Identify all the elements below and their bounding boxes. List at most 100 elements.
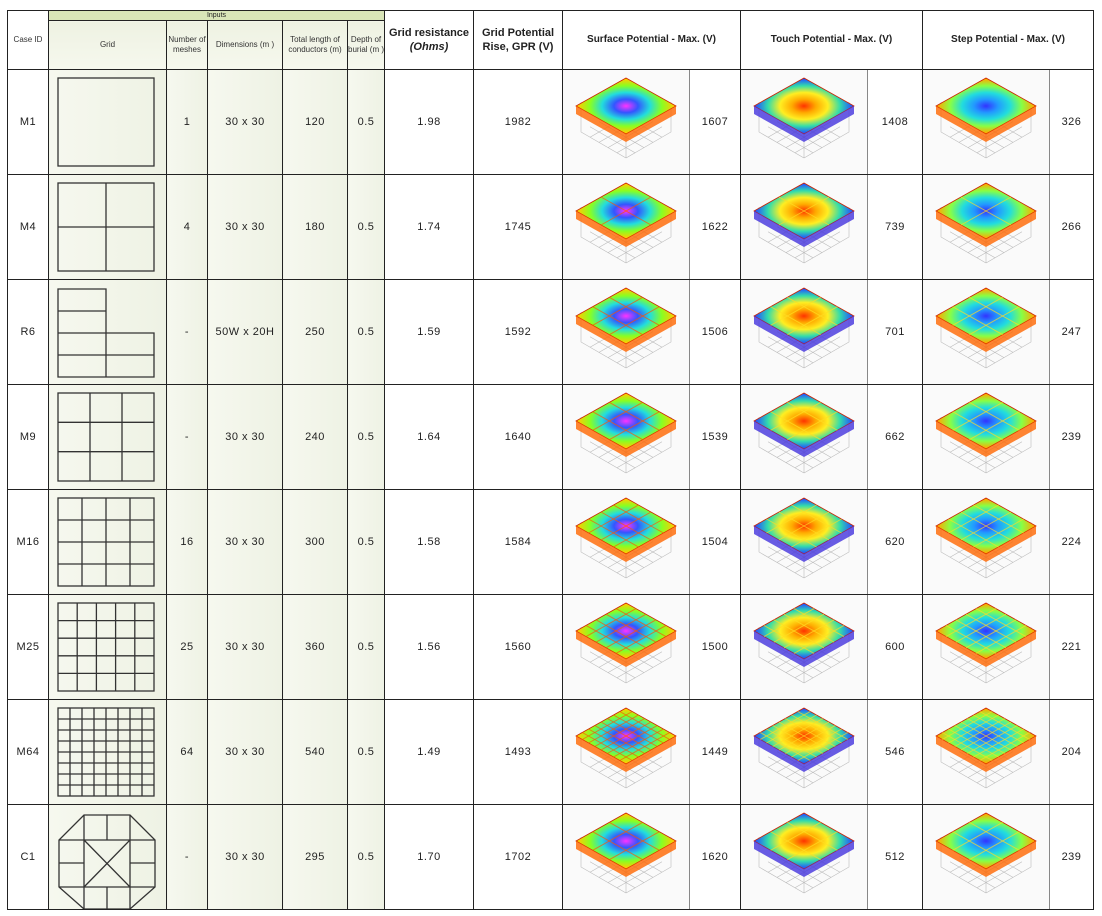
length-cell: 120 bbox=[282, 69, 348, 175]
table-row: R6 -50W x 20H 250 0.5 1.59 1592 1506 701 247 bbox=[7, 279, 1094, 385]
touch-value: 600 bbox=[885, 641, 905, 653]
touch-value: 1408 bbox=[881, 116, 909, 128]
depth-cell: 0.5 bbox=[347, 699, 385, 805]
grid-diagram bbox=[48, 594, 167, 700]
touch-cell: 512 bbox=[740, 804, 923, 910]
table-row: M1 1 30 x 30 120 0.5 1.98 1982 1607 1408 326 bbox=[7, 69, 1094, 175]
surface-cell: 1500 bbox=[562, 594, 741, 700]
length-cell: 540 bbox=[282, 699, 348, 805]
header-dimensions: Dimensions (m ) bbox=[207, 20, 283, 70]
step-potential-plot bbox=[923, 175, 1050, 279]
header-meshes: Number of meshes bbox=[166, 20, 208, 70]
step-cell: 239 bbox=[922, 384, 1094, 490]
table-row: C1 -30 x 30 295 0.5 1.70 1702 1620 512 239 bbox=[7, 804, 1094, 910]
step-potential-plot bbox=[923, 70, 1050, 174]
step-potential-plot bbox=[923, 700, 1050, 804]
surface-value: 1620 bbox=[701, 851, 729, 863]
header-total-length: Total length of conductors (m) bbox=[282, 20, 348, 70]
table-row: M16 16 30 x 30 300 0.5 1.58 1584 1504 620 224 bbox=[7, 489, 1094, 595]
touch-value: 620 bbox=[885, 536, 905, 548]
depth-cell: 0.5 bbox=[347, 279, 385, 385]
header-depth: Depth of burial (m ) bbox=[347, 20, 385, 70]
step-cell: 247 bbox=[922, 279, 1094, 385]
resistance-cell: 1.74 bbox=[384, 174, 474, 280]
header-step: Step Potential - Max. (V) bbox=[922, 10, 1094, 70]
header-grid: Grid bbox=[48, 20, 167, 70]
dimensions-cell: 30 x 30 bbox=[207, 69, 283, 175]
touch-potential-plot bbox=[741, 70, 868, 174]
surface-value: 1607 bbox=[701, 116, 729, 128]
header-touch: Touch Potential - Max. (V) bbox=[740, 10, 923, 70]
step-value: 247 bbox=[1061, 326, 1082, 338]
surface-cell: 1622 bbox=[562, 174, 741, 280]
touch-potential-plot bbox=[741, 490, 868, 594]
step-cell: 239 bbox=[922, 804, 1094, 910]
resistance-cell: 1.49 bbox=[384, 699, 474, 805]
touch-value: 546 bbox=[885, 746, 905, 758]
header-gpr: Grid Potential Rise, GPR (V) bbox=[473, 10, 563, 70]
surface-cell: 1539 bbox=[562, 384, 741, 490]
dimensions-cell: 50W x 20H bbox=[207, 279, 283, 385]
gpr-cell: 1592 bbox=[473, 279, 563, 385]
table-row: M9 -30 x 30 240 0.5 1.64 1640 1539 662 239 bbox=[7, 384, 1094, 490]
case-id: M9 bbox=[7, 384, 49, 490]
step-value: 239 bbox=[1061, 431, 1082, 443]
touch-cell: 739 bbox=[740, 174, 923, 280]
step-value: 224 bbox=[1061, 536, 1082, 548]
gpr-cell: 1560 bbox=[473, 594, 563, 700]
case-id: M1 bbox=[7, 69, 49, 175]
touch-value: 662 bbox=[885, 431, 905, 443]
surface-value: 1506 bbox=[701, 326, 729, 338]
meshes-cell: - bbox=[166, 804, 208, 910]
depth-cell: 0.5 bbox=[347, 384, 385, 490]
surface-potential-plot bbox=[563, 280, 690, 384]
length-cell: 180 bbox=[282, 174, 348, 280]
case-id: C1 bbox=[7, 804, 49, 910]
touch-cell: 701 bbox=[740, 279, 923, 385]
surface-potential-plot bbox=[563, 595, 690, 699]
surface-potential-plot bbox=[563, 700, 690, 804]
touch-cell: 1408 bbox=[740, 69, 923, 175]
surface-potential-plot bbox=[563, 70, 690, 174]
gpr-cell: 1702 bbox=[473, 804, 563, 910]
length-cell: 240 bbox=[282, 384, 348, 490]
header-surface: Surface Potential - Max. (V) bbox=[562, 10, 741, 70]
length-cell: 360 bbox=[282, 594, 348, 700]
case-id: R6 bbox=[7, 279, 49, 385]
header-case-id: Case ID bbox=[7, 10, 49, 70]
grid-diagram bbox=[48, 489, 167, 595]
depth-cell: 0.5 bbox=[347, 594, 385, 700]
touch-potential-plot bbox=[741, 595, 868, 699]
step-value: 221 bbox=[1061, 641, 1082, 653]
touch-value: 512 bbox=[885, 851, 905, 863]
step-cell: 204 bbox=[922, 699, 1094, 805]
gpr-cell: 1493 bbox=[473, 699, 563, 805]
length-cell: 295 bbox=[282, 804, 348, 910]
surface-potential-plot bbox=[563, 175, 690, 279]
step-cell: 266 bbox=[922, 174, 1094, 280]
meshes-cell: 4 bbox=[166, 174, 208, 280]
surface-cell: 1449 bbox=[562, 699, 741, 805]
touch-potential-plot bbox=[741, 700, 868, 804]
gpr-cell: 1584 bbox=[473, 489, 563, 595]
meshes-cell: 16 bbox=[166, 489, 208, 595]
resistance-cell: 1.70 bbox=[384, 804, 474, 910]
header-resistance: Grid resistance (Ohms) bbox=[384, 10, 474, 70]
touch-potential-plot bbox=[741, 805, 868, 909]
touch-cell: 620 bbox=[740, 489, 923, 595]
meshes-cell: 64 bbox=[166, 699, 208, 805]
step-potential-plot bbox=[923, 490, 1050, 594]
table-row: M25 25 30 x 30 360 0.5 1.56 1560 1500 600 221 bbox=[7, 594, 1094, 700]
case-id: M64 bbox=[7, 699, 49, 805]
surface-cell: 1620 bbox=[562, 804, 741, 910]
case-id: M25 bbox=[7, 594, 49, 700]
case-id: M16 bbox=[7, 489, 49, 595]
resistance-cell: 1.59 bbox=[384, 279, 474, 385]
meshes-cell: 25 bbox=[166, 594, 208, 700]
touch-cell: 662 bbox=[740, 384, 923, 490]
meshes-cell: - bbox=[166, 384, 208, 490]
surface-potential-plot bbox=[563, 805, 690, 909]
surface-cell: 1504 bbox=[562, 489, 741, 595]
table-row: M4 4 30 x 30 180 0.5 1.74 1745 1622 739 266 bbox=[7, 174, 1094, 280]
touch-value: 739 bbox=[885, 221, 905, 233]
